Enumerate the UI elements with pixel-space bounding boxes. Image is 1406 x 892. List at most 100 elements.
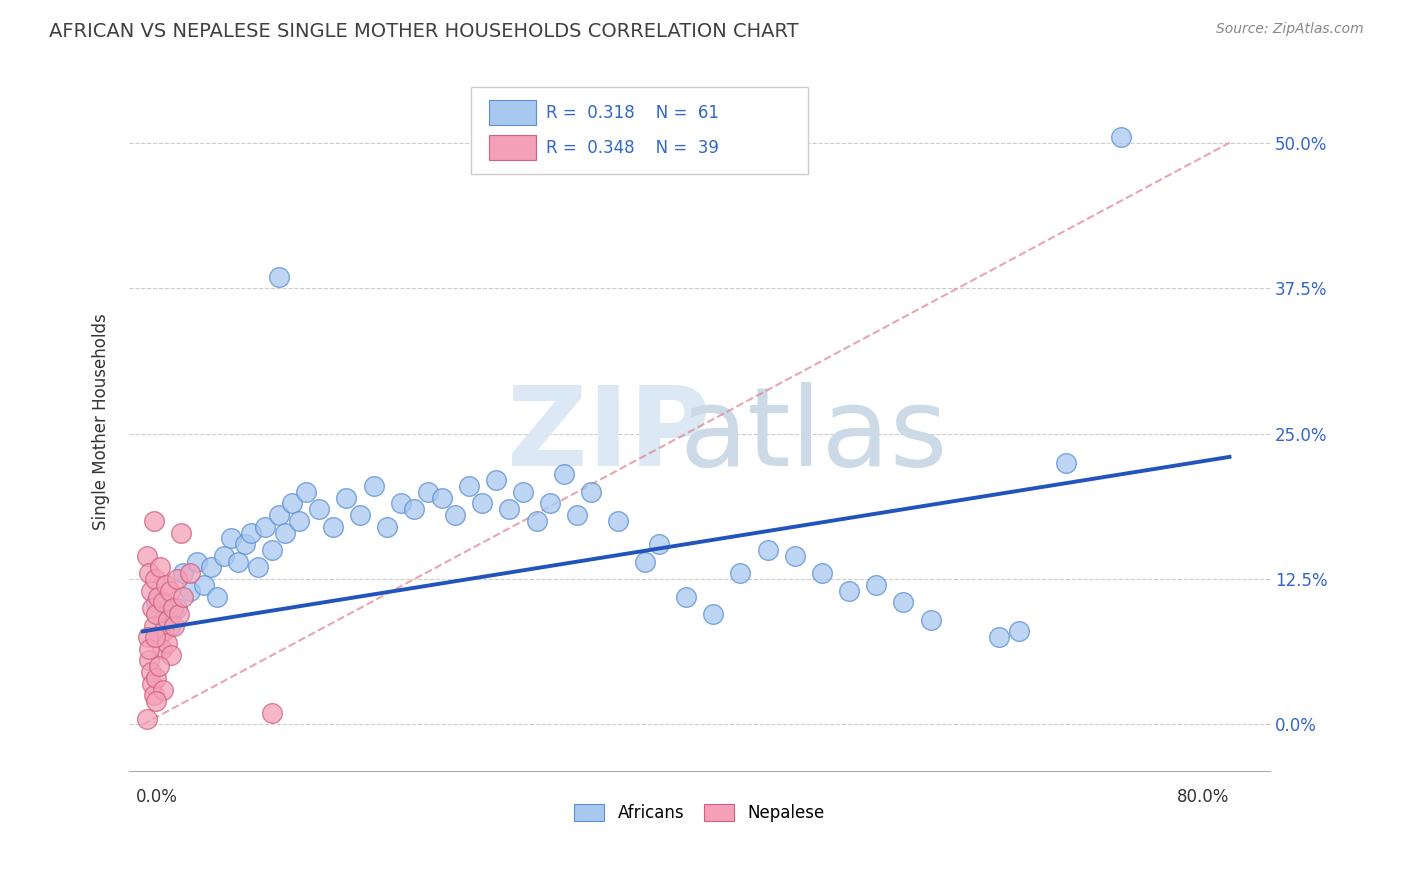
- Point: [498, 502, 520, 516]
- Point: [485, 473, 508, 487]
- Point: [1008, 624, 1031, 639]
- Point: [260, 543, 283, 558]
- Point: [471, 496, 494, 510]
- Point: [193, 578, 215, 592]
- Point: [207, 590, 229, 604]
- Point: [152, 613, 174, 627]
- Point: [811, 566, 834, 581]
- Point: [145, 694, 167, 708]
- Point: [159, 618, 181, 632]
- Point: [186, 555, 208, 569]
- Point: [172, 566, 194, 581]
- Point: [172, 590, 194, 604]
- Point: [1109, 130, 1132, 145]
- Text: R =  0.318    N =  61: R = 0.318 N = 61: [546, 103, 718, 122]
- Point: [219, 532, 242, 546]
- Point: [148, 630, 170, 644]
- Point: [730, 566, 752, 581]
- Point: [675, 590, 697, 604]
- Point: [149, 560, 172, 574]
- Point: [865, 578, 887, 592]
- Point: [430, 491, 453, 505]
- Text: 80.0%: 80.0%: [1177, 789, 1229, 806]
- Point: [139, 665, 162, 680]
- Point: [145, 595, 167, 609]
- Point: [169, 607, 191, 621]
- Point: [512, 484, 534, 499]
- Point: [416, 484, 439, 499]
- Point: [308, 502, 330, 516]
- Point: [281, 496, 304, 510]
- Point: [526, 514, 548, 528]
- Point: [702, 607, 724, 621]
- Point: [136, 630, 159, 644]
- Point: [152, 682, 174, 697]
- Point: [294, 484, 316, 499]
- Point: [322, 519, 344, 533]
- Point: [226, 555, 249, 569]
- Point: [150, 641, 173, 656]
- Point: [138, 641, 160, 656]
- Point: [335, 491, 357, 505]
- Point: [162, 601, 184, 615]
- Point: [233, 537, 256, 551]
- Legend: Africans, Nepalese: Africans, Nepalese: [568, 797, 831, 829]
- Point: [987, 630, 1010, 644]
- FancyBboxPatch shape: [488, 135, 537, 161]
- Point: [179, 583, 201, 598]
- Point: [267, 508, 290, 522]
- Point: [156, 636, 179, 650]
- Point: [363, 479, 385, 493]
- Point: [1056, 456, 1078, 470]
- Point: [253, 519, 276, 533]
- Point: [135, 549, 157, 563]
- Text: atlas: atlas: [679, 383, 948, 490]
- Y-axis label: Single Mother Households: Single Mother Households: [93, 314, 110, 531]
- Text: Source: ZipAtlas.com: Source: ZipAtlas.com: [1216, 22, 1364, 37]
- Point: [212, 549, 235, 563]
- FancyBboxPatch shape: [471, 87, 808, 174]
- FancyBboxPatch shape: [488, 100, 537, 126]
- Point: [142, 618, 165, 632]
- Point: [553, 467, 575, 482]
- Point: [153, 624, 176, 639]
- Point: [142, 514, 165, 528]
- Point: [138, 566, 160, 581]
- Point: [142, 689, 165, 703]
- Point: [240, 525, 263, 540]
- Point: [274, 525, 297, 540]
- Point: [648, 537, 671, 551]
- Point: [404, 502, 426, 516]
- Point: [139, 583, 162, 598]
- Text: ZIP: ZIP: [506, 383, 710, 490]
- Point: [375, 519, 398, 533]
- Point: [155, 578, 177, 592]
- Point: [538, 496, 561, 510]
- Point: [152, 595, 174, 609]
- Point: [349, 508, 371, 522]
- Point: [200, 560, 222, 574]
- Point: [141, 677, 163, 691]
- Point: [567, 508, 589, 522]
- Point: [634, 555, 657, 569]
- Point: [607, 514, 630, 528]
- Point: [288, 514, 311, 528]
- Point: [143, 630, 166, 644]
- Point: [179, 566, 201, 581]
- Point: [146, 590, 169, 604]
- Point: [170, 525, 193, 540]
- Point: [157, 613, 180, 627]
- Point: [159, 583, 181, 598]
- Point: [247, 560, 270, 574]
- Point: [166, 572, 188, 586]
- Point: [389, 496, 412, 510]
- Point: [148, 659, 170, 673]
- Text: AFRICAN VS NEPALESE SINGLE MOTHER HOUSEHOLDS CORRELATION CHART: AFRICAN VS NEPALESE SINGLE MOTHER HOUSEH…: [49, 22, 799, 41]
- Text: 0.0%: 0.0%: [136, 789, 177, 806]
- Text: R =  0.348    N =  39: R = 0.348 N = 39: [546, 138, 718, 157]
- Point: [457, 479, 479, 493]
- Point: [444, 508, 467, 522]
- Point: [160, 648, 183, 662]
- Point: [920, 613, 942, 627]
- Point: [267, 269, 290, 284]
